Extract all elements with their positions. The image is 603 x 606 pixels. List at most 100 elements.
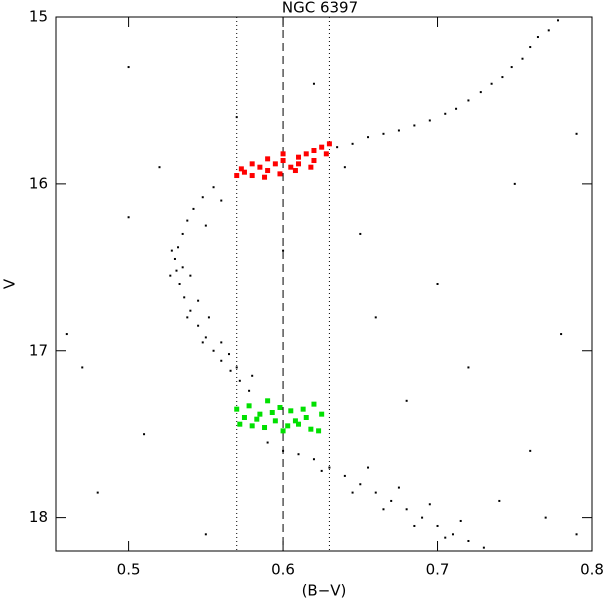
data-point bbox=[436, 524, 439, 527]
data-point bbox=[513, 182, 516, 185]
y-tick-label: 18 bbox=[29, 508, 48, 526]
data-point bbox=[238, 379, 241, 382]
x-axis-label: (B−V) bbox=[302, 582, 347, 600]
data-point bbox=[175, 269, 178, 272]
data-point bbox=[482, 546, 485, 549]
data-point bbox=[272, 418, 278, 424]
data-point bbox=[241, 415, 247, 420]
data-point bbox=[269, 409, 275, 415]
data-point bbox=[297, 453, 300, 456]
data-point bbox=[359, 483, 362, 486]
data-point bbox=[529, 449, 532, 452]
data-point bbox=[490, 82, 493, 85]
data-point bbox=[405, 399, 408, 402]
data-point bbox=[397, 129, 400, 132]
data-point bbox=[170, 249, 173, 252]
data-point bbox=[296, 161, 302, 167]
data-point bbox=[257, 164, 263, 170]
data-point bbox=[351, 142, 354, 145]
data-point bbox=[479, 91, 482, 94]
data-point bbox=[529, 46, 532, 49]
data-point bbox=[235, 116, 238, 119]
data-point bbox=[235, 366, 238, 369]
data-point bbox=[359, 232, 362, 235]
data-point bbox=[312, 82, 315, 85]
data-point bbox=[343, 474, 346, 477]
data-point bbox=[127, 216, 130, 219]
data-point bbox=[367, 466, 370, 469]
data-point bbox=[248, 389, 251, 392]
data-point bbox=[280, 151, 286, 157]
data-point bbox=[189, 274, 192, 277]
data-point bbox=[436, 283, 439, 285]
data-point bbox=[257, 411, 263, 417]
data-point bbox=[127, 66, 130, 69]
data-point bbox=[351, 491, 354, 494]
data-point bbox=[169, 274, 172, 277]
data-point bbox=[201, 196, 204, 199]
data-point bbox=[197, 299, 200, 302]
data-point bbox=[575, 132, 578, 135]
data-point bbox=[397, 486, 400, 489]
data-point bbox=[311, 158, 317, 164]
data-point bbox=[288, 408, 294, 414]
data-point bbox=[498, 499, 501, 502]
data-point bbox=[320, 469, 323, 472]
data-point bbox=[316, 428, 322, 434]
data-point bbox=[280, 428, 286, 434]
data-point bbox=[510, 66, 513, 69]
data-point bbox=[81, 366, 84, 369]
data-point bbox=[249, 161, 255, 167]
data-point bbox=[65, 333, 68, 336]
data-point bbox=[262, 174, 268, 180]
data-point bbox=[220, 341, 223, 344]
data-point bbox=[544, 516, 547, 519]
data-point bbox=[265, 398, 271, 404]
data-point bbox=[308, 164, 314, 170]
data-point bbox=[336, 146, 339, 149]
data-point bbox=[285, 423, 291, 429]
data-point bbox=[390, 499, 393, 502]
data-point bbox=[280, 158, 286, 164]
data-point bbox=[265, 168, 271, 174]
data-point bbox=[296, 421, 302, 427]
data-point bbox=[262, 425, 268, 431]
data-point bbox=[254, 416, 260, 422]
data-point bbox=[249, 173, 255, 179]
data-point bbox=[319, 411, 325, 417]
data-point bbox=[234, 406, 240, 412]
data-point bbox=[405, 508, 408, 511]
data-point bbox=[173, 257, 176, 260]
data-point bbox=[374, 491, 377, 494]
data-point bbox=[421, 516, 424, 519]
data-point bbox=[143, 433, 146, 436]
data-point bbox=[201, 341, 204, 344]
y-tick-label: 16 bbox=[29, 174, 48, 192]
data-point bbox=[238, 166, 244, 172]
data-point bbox=[296, 154, 302, 160]
data-point bbox=[189, 309, 192, 312]
data-point bbox=[323, 151, 329, 157]
data-point bbox=[249, 423, 255, 429]
data-point bbox=[444, 536, 447, 539]
data-point bbox=[204, 336, 207, 339]
data-point bbox=[521, 57, 524, 60]
data-point bbox=[282, 249, 285, 252]
data-point bbox=[277, 404, 283, 410]
data-point bbox=[382, 132, 385, 135]
data-point bbox=[428, 503, 431, 506]
data-point bbox=[96, 491, 99, 494]
data-point bbox=[186, 219, 189, 222]
data-point bbox=[501, 76, 504, 79]
data-point bbox=[237, 421, 243, 427]
data-point bbox=[547, 29, 550, 32]
data-point bbox=[311, 148, 317, 153]
data-point bbox=[326, 141, 332, 147]
data-point bbox=[459, 519, 462, 522]
x-tick-label: 0.8 bbox=[580, 561, 603, 579]
data-point bbox=[207, 316, 210, 319]
data-point bbox=[303, 151, 309, 157]
data-point bbox=[292, 168, 298, 174]
data-point bbox=[212, 349, 215, 352]
